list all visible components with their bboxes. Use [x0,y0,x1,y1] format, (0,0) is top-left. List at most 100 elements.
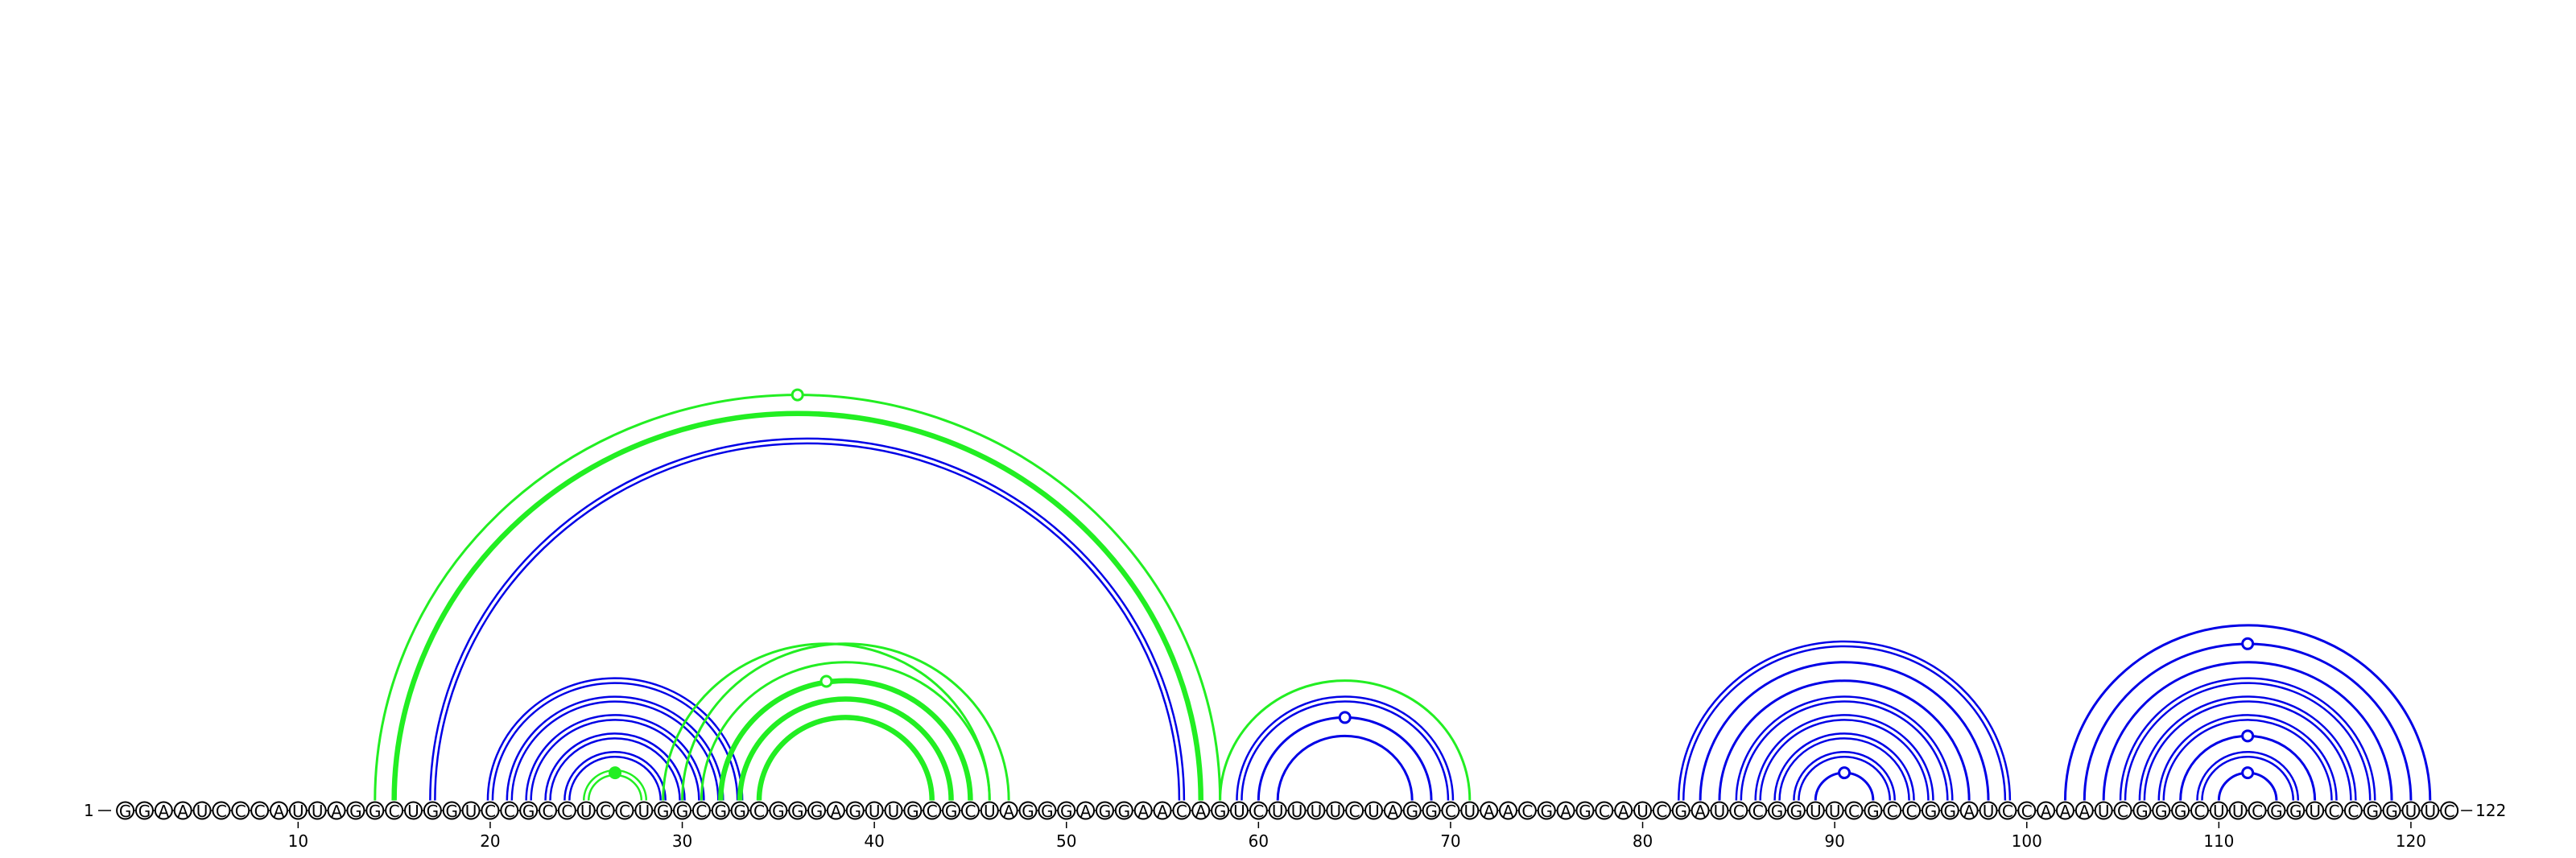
nucleotide: U [2401,801,2421,821]
nucleotide: U [2209,801,2228,821]
nucleotide: A [999,801,1018,821]
nucleotide-circle [2074,801,2094,820]
arc-inner-gap [2198,753,2297,801]
nucleotide: G [1671,801,1690,821]
nucleotide-circle [1940,801,1959,820]
nucleotide: U [1268,801,1287,821]
arc-outer-stroke [1754,714,1934,801]
arc-inner-gap [489,679,741,801]
nucleotide-letter: A [1388,802,1399,821]
nucleotide-letter: C [600,802,611,821]
nucleotide-letter: G [791,802,804,821]
base-pair-arc [1257,711,1433,801]
nucleotide: C [539,801,558,821]
nucleotide-circle [2401,801,2421,820]
nucleotide-letter: A [1157,802,1168,821]
nucleotide-circle [2113,801,2132,820]
nucleotide-circle [1556,801,1575,820]
nucleotide-letter: A [158,802,169,821]
nucleotide: A [154,801,173,821]
nucleotide: U [2094,801,2113,821]
nucleotide: G [788,801,807,821]
nucleotide-letter: C [2117,802,2128,821]
nucleotide: C [1729,801,1748,821]
start-index-label: 1 [84,801,94,820]
tick-label: 30 [672,831,692,851]
open-pair-marker [819,674,833,688]
tick-label: 110 [2203,831,2234,851]
arc-stroke [662,642,991,801]
nucleotide-circle [826,801,845,820]
nucleotide-circle [1864,801,1883,820]
arc-outer-stroke [525,714,705,801]
tick-label: 40 [864,831,884,851]
base-pair-arcs [374,388,2432,801]
open-pair-marker [2241,637,2255,650]
nucleotide-circle [1172,801,1191,820]
nucleotide-letter: C [964,802,976,821]
nucleotide: G [903,801,923,821]
nucleotide-letter: G [1060,802,1073,821]
arc-inner-gap [1737,697,1952,801]
nucleotide: U [1364,801,1383,821]
nucleotide-circle [884,801,903,820]
nucleotide-circle [212,801,231,820]
nucleotide-circle [423,801,442,820]
nucleotide: A [1556,801,1575,821]
nucleotide-circle [1345,801,1364,820]
nucleotide-circle [2382,801,2401,820]
nucleotide-letter: A [177,802,188,821]
nucleotide-letter: G [945,802,958,821]
nucleotide-letter: G [522,802,535,821]
nucleotide: G [2132,801,2152,821]
nucleotide: G [1786,801,1806,821]
nucleotide-circle [711,801,730,820]
base-pair-arc [2119,677,2376,801]
nucleotide-letter: U [1983,802,1995,821]
nucleotide-circle [2055,801,2074,820]
filled-pair-marker [609,766,622,780]
nucleotide-circle [2209,801,2228,820]
arc-stroke [391,410,1204,801]
nucleotide: G [442,801,461,821]
nucleotide-circle [1710,801,1729,820]
nucleotide-circle [1806,801,1825,820]
nucleotide: C [1345,801,1364,821]
nucleotide: U [192,801,212,821]
nucleotide-letter: U [1291,802,1303,821]
nucleotide-letter: A [1618,802,1629,821]
nucleotide: U [1633,801,1653,821]
nucleotide: G [365,801,385,821]
arc-stroke [737,696,954,801]
nucleotide: A [1383,801,1402,821]
nucleotide-circle [1959,801,1979,820]
nucleotide-circle [2037,801,2056,820]
base-pair-arc [756,715,935,801]
end-index-label: 122 [2475,801,2506,820]
open-pair-marker [2241,729,2255,743]
nucleotide-letter: A [1003,802,1014,821]
nucleotide-circle [1114,801,1133,820]
nucleotide: C [1883,801,1902,821]
nucleotide-circle [1768,801,1787,820]
open-pair-marker [2241,766,2255,780]
nucleotide: G [1114,801,1133,821]
nucleotide-letter: G [1944,802,1957,821]
nucleotide: U [404,801,423,821]
base-pair-arc [2102,661,2393,801]
nucleotide: C [1595,801,1614,821]
tick-label: 10 [288,831,308,851]
nucleotide-circle [1595,801,1614,820]
nucleotide-circle [1383,801,1402,820]
nucleotide-letter: G [849,802,862,821]
nucleotide-circle [2306,801,2325,820]
nucleotide: U [1806,801,1825,821]
base-pair-arc [662,642,991,801]
nucleotide: C [212,801,231,821]
nucleotide-letter: G [2289,802,2302,821]
nucleotide-letter: U [1829,802,1841,821]
tick-label: 70 [1440,831,1460,851]
arc-inner-gap [546,734,684,801]
nucleotide: G [2171,801,2190,821]
nucleotide-circle [2363,801,2382,820]
